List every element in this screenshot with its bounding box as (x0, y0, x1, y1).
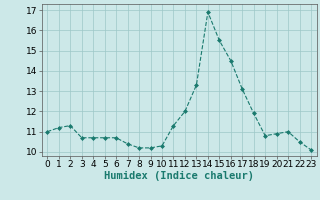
X-axis label: Humidex (Indice chaleur): Humidex (Indice chaleur) (104, 171, 254, 181)
